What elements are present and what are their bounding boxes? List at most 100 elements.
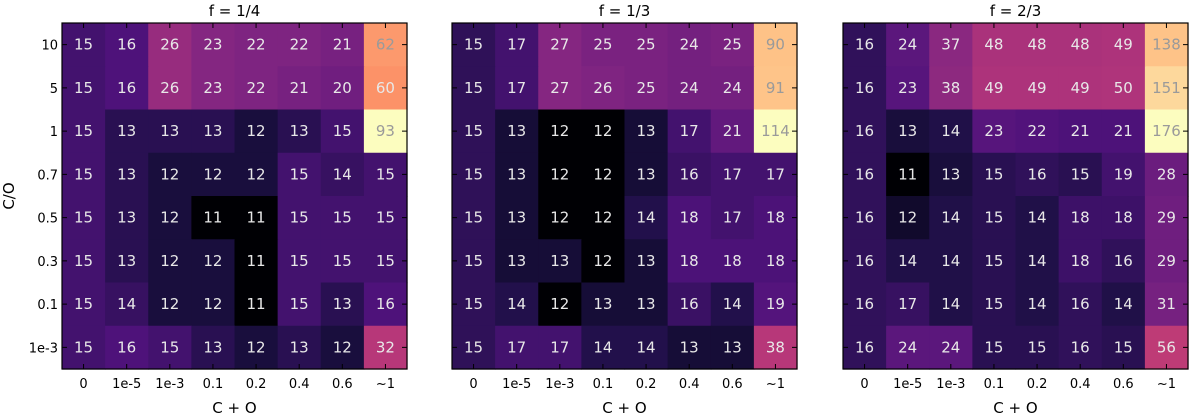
- cell-value-label: 24: [680, 79, 699, 97]
- cell-value-label: 18: [1071, 252, 1090, 270]
- heatmap-cell: [363, 66, 408, 111]
- cell-value-label: 15: [376, 165, 395, 183]
- heatmap-cell: [753, 196, 798, 240]
- heatmap-cell: [581, 282, 626, 327]
- heatmap-cell: [277, 282, 322, 327]
- cell-value-label: 15: [464, 252, 483, 270]
- x-tick-label: 1e-5: [893, 377, 922, 392]
- heatmap-cell: [363, 109, 408, 154]
- cell-value-label: 13: [637, 165, 656, 183]
- cell-value-label: 26: [160, 36, 179, 54]
- cell-value-label: 13: [117, 122, 136, 140]
- heatmap-cell: [1144, 239, 1189, 284]
- cell-value-label: 14: [898, 252, 917, 270]
- cell-value-label: 18: [680, 209, 699, 227]
- heatmap-cell: [363, 239, 408, 284]
- cell-value-label: 22: [290, 36, 309, 54]
- cell-value-label: 15: [984, 209, 1003, 227]
- cell-value-label: 15: [333, 209, 352, 227]
- heatmap-cell: [843, 23, 887, 67]
- heatmap-cell: [277, 66, 322, 111]
- cell-value-label: 16: [855, 295, 874, 313]
- cell-value-label: 15: [290, 295, 309, 313]
- cell-value-label: 27: [550, 79, 569, 97]
- cell-value-label: 12: [203, 165, 222, 183]
- heatmap-cell: [191, 109, 236, 154]
- cell-value-label: 23: [984, 122, 1003, 140]
- cell-value-label: 25: [593, 36, 612, 54]
- cell-value-label: 18: [766, 209, 785, 227]
- cell-value-label: 21: [290, 79, 309, 97]
- cell-value-label: 16: [855, 252, 874, 270]
- heatmap-cell: [148, 23, 192, 67]
- heatmap-cell: [1144, 23, 1189, 67]
- heatmap-cell: [191, 66, 236, 111]
- cell-value-label: 11: [203, 209, 222, 227]
- cell-value-label: 24: [723, 79, 742, 97]
- heatmap-cell: [105, 282, 149, 327]
- cell-value-label: 18: [766, 252, 785, 270]
- heatmap-cell: [1144, 196, 1189, 240]
- heatmap-cell: [1058, 196, 1103, 240]
- cell-value-label: 16: [855, 36, 874, 54]
- x-tick-label: 1e-3: [936, 377, 965, 392]
- cell-value-label: 22: [247, 36, 266, 54]
- heatmap-cell: [843, 66, 887, 111]
- y-tick-label: 0.3: [37, 255, 58, 270]
- heatmap-cell: [1144, 152, 1189, 197]
- heatmap-cell: [886, 152, 930, 197]
- cell-value-label: 11: [247, 295, 266, 313]
- heatmap-cell: [843, 196, 887, 240]
- cell-value-label: 14: [941, 209, 960, 227]
- heatmap-cell: [452, 239, 496, 284]
- cell-value-label: 48: [984, 36, 1003, 54]
- cell-value-label: 16: [855, 165, 874, 183]
- heatmap-cell: [363, 152, 408, 197]
- cell-value-label: 18: [723, 252, 742, 270]
- heatmap-cell: [1101, 66, 1146, 111]
- panel-title: f = 1/4: [209, 2, 261, 20]
- cell-value-label: 13: [203, 338, 222, 356]
- cell-value-label: 114: [761, 122, 790, 140]
- cell-value-label: 17: [507, 338, 526, 356]
- cell-value-label: 138: [1152, 36, 1181, 54]
- cell-value-label: 14: [637, 209, 656, 227]
- cell-value-label: 23: [203, 79, 222, 97]
- heatmap-cell: [972, 23, 1017, 67]
- heatmap-cell: [843, 109, 887, 154]
- cell-value-label: 31: [1157, 295, 1176, 313]
- heatmap-cell: [886, 325, 930, 370]
- cell-value-label: 21: [723, 122, 742, 140]
- cell-value-label: 13: [507, 165, 526, 183]
- cell-value-label: 12: [550, 295, 569, 313]
- heatmap-cell: [277, 152, 322, 197]
- cell-value-label: 13: [723, 338, 742, 356]
- heatmap-cell: [624, 282, 669, 327]
- cell-value-label: 15: [464, 295, 483, 313]
- heatmap-cell: [710, 325, 755, 370]
- cell-value-label: 16: [680, 295, 699, 313]
- cell-value-label: 93: [376, 122, 395, 140]
- heatmap-cell: [452, 152, 496, 197]
- cell-value-label: 12: [203, 295, 222, 313]
- cell-value-label: 13: [550, 252, 569, 270]
- cell-value-label: 14: [637, 338, 656, 356]
- cell-value-label: 48: [1028, 36, 1047, 54]
- cell-value-label: 56: [1157, 338, 1176, 356]
- heatmap-cell: [1144, 66, 1189, 111]
- x-tick-label: 0.4: [1070, 377, 1091, 392]
- heatmap-cell: [1101, 325, 1146, 370]
- heatmap-cell: [320, 23, 365, 67]
- cell-value-label: 15: [464, 36, 483, 54]
- heatmap-cell: [62, 23, 106, 67]
- heatmap-cell: [1015, 109, 1060, 154]
- cell-value-label: 29: [1157, 209, 1176, 227]
- cell-value-label: 15: [376, 209, 395, 227]
- x-tick-label: 0: [469, 377, 477, 392]
- x-tick-label: 0.1: [593, 377, 614, 392]
- cell-value-label: 11: [247, 209, 266, 227]
- heatmap-cell: [581, 196, 626, 240]
- heatmap-cell: [277, 325, 322, 370]
- heatmap-cell: [277, 23, 322, 67]
- cell-value-label: 16: [1028, 165, 1047, 183]
